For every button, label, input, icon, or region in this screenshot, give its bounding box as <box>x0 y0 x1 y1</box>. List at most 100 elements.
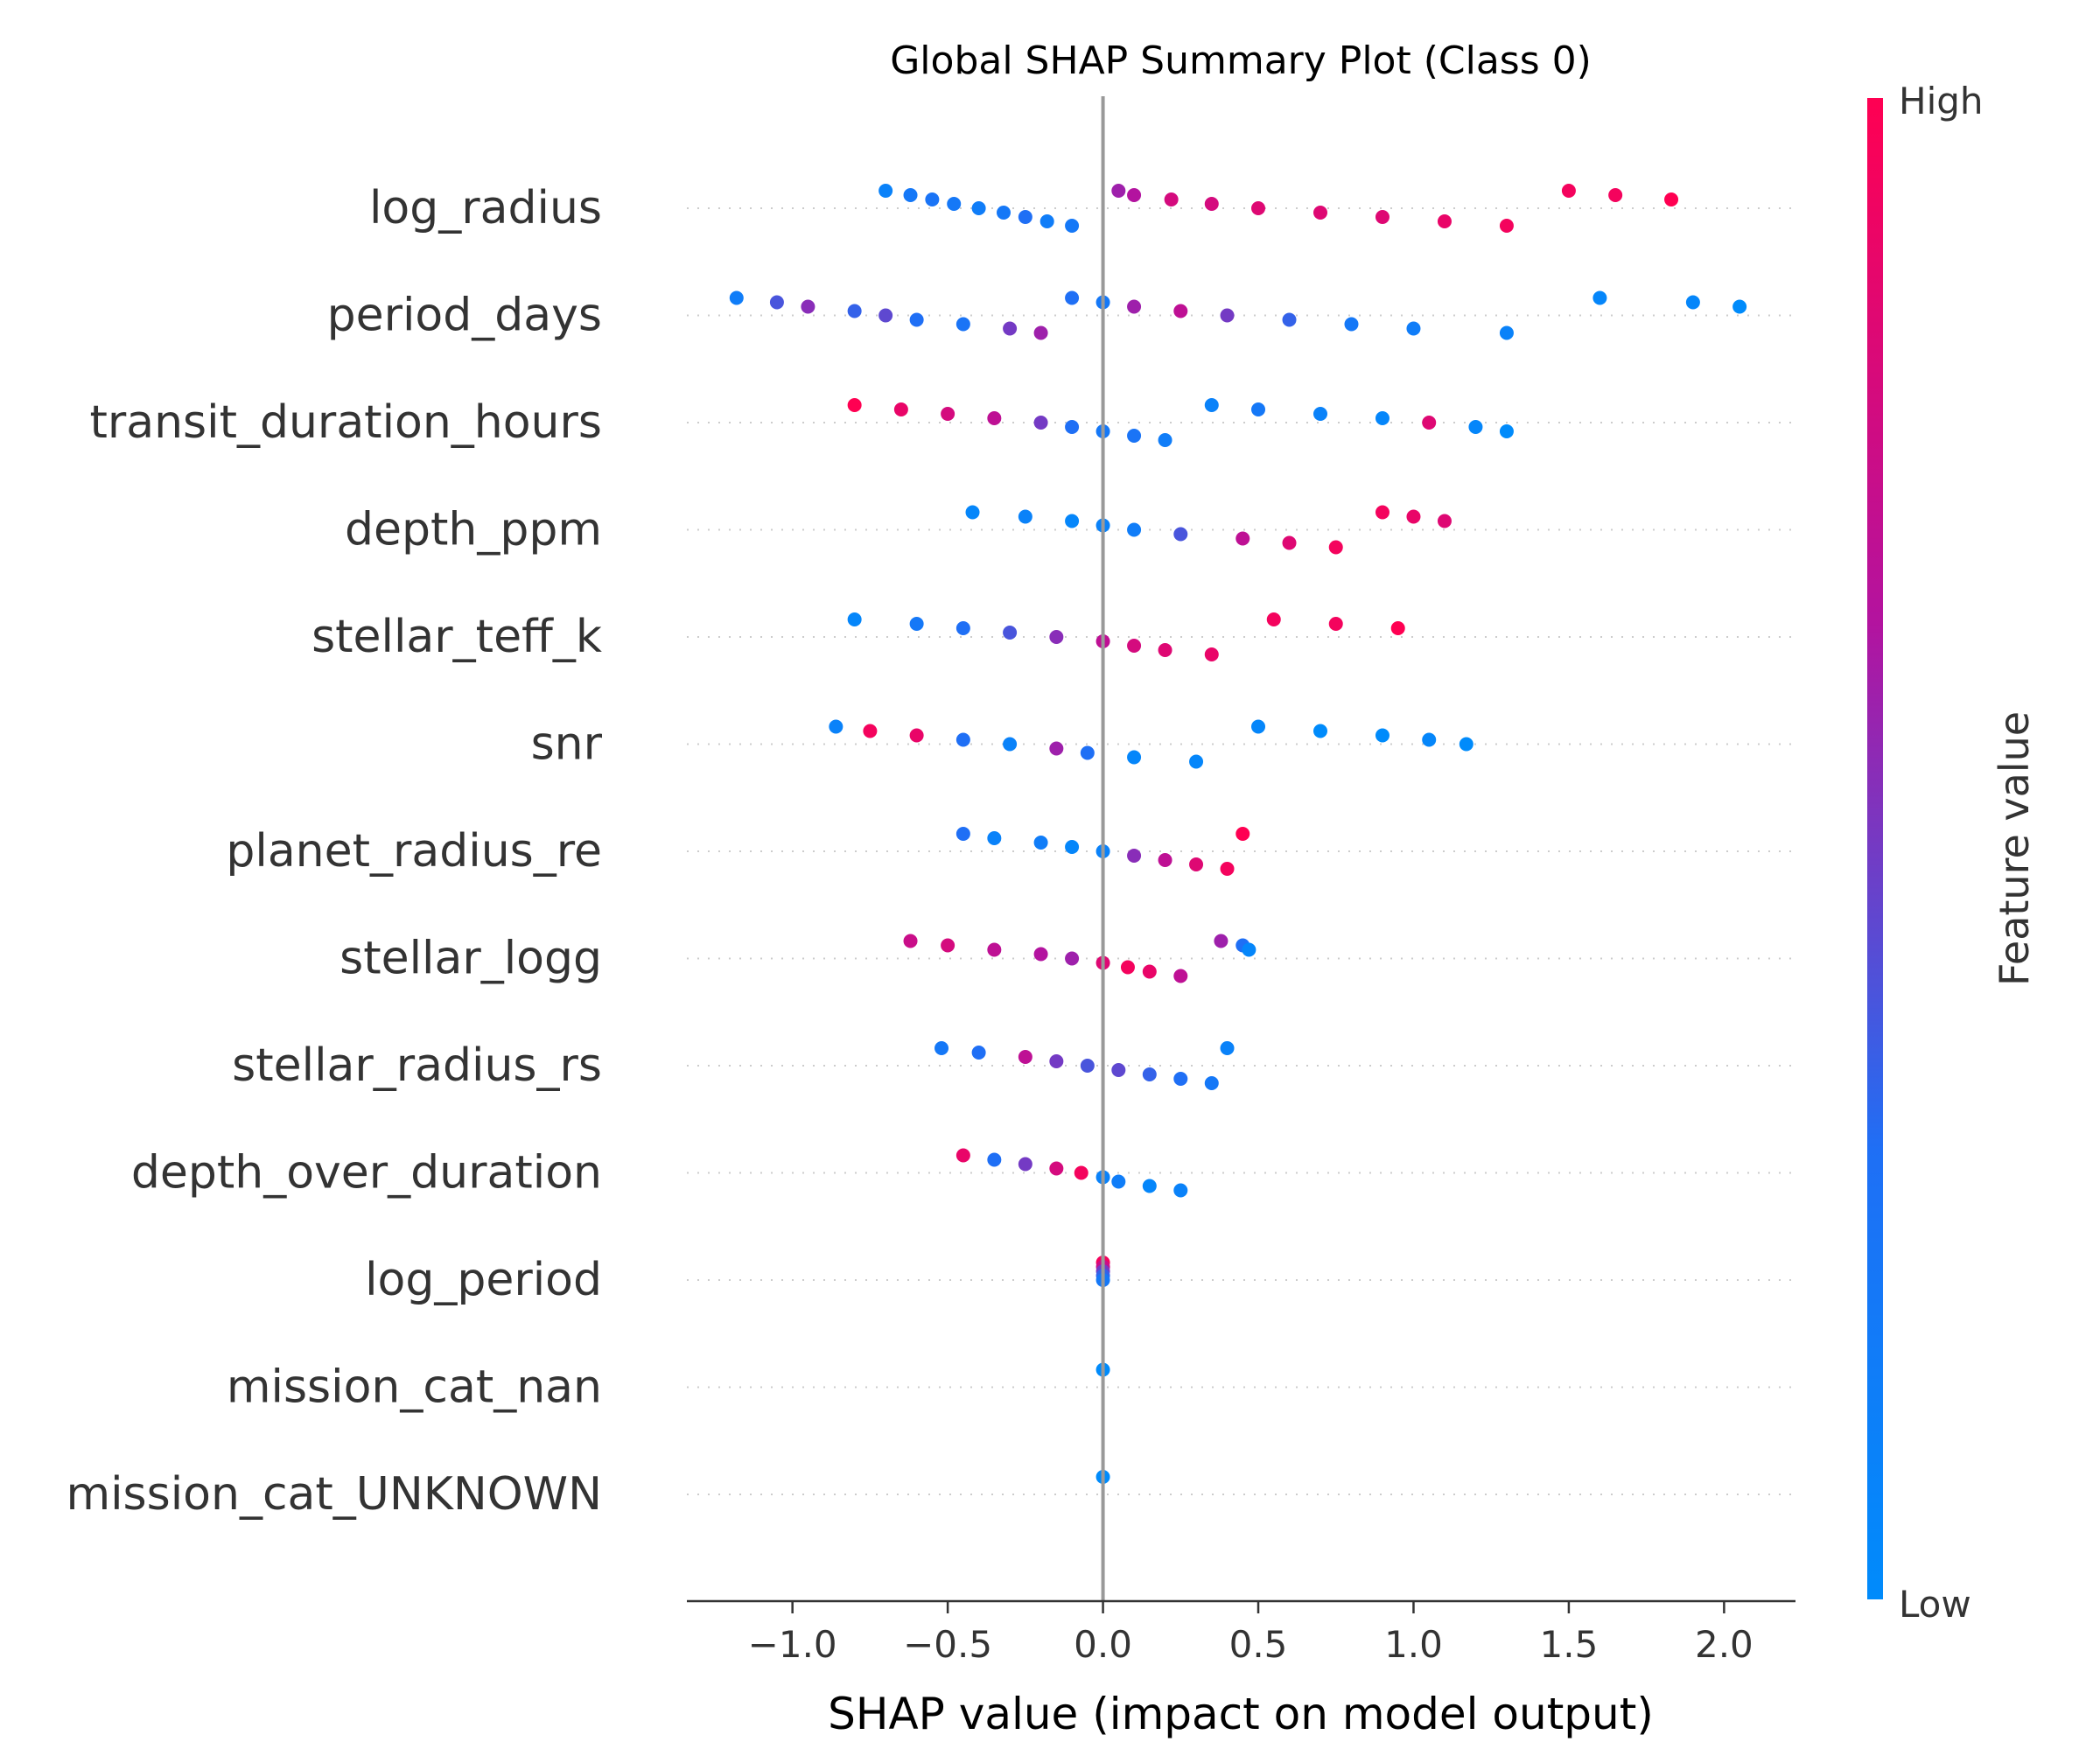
shap-point <box>801 299 816 314</box>
x-tick-label: 0.0 <box>1074 1623 1132 1666</box>
shap-point <box>934 1041 949 1055</box>
x-tick-label: 0.5 <box>1229 1623 1288 1666</box>
shap-point <box>1080 1059 1095 1073</box>
shap-point <box>847 612 862 626</box>
feature-label: snr <box>531 718 603 771</box>
shap-point <box>1406 509 1421 524</box>
shap-point <box>829 719 844 734</box>
colorbar-low-label: Low <box>1899 1583 1971 1626</box>
x-ticks: −1.0 −0.5 0.0 0.5 1.0 1.5 2.0 <box>748 1601 1754 1666</box>
shap-point <box>947 197 962 211</box>
shap-point <box>1437 514 1452 528</box>
feature-rows: log_radius period_days transit_duration_ho… <box>66 182 1796 1521</box>
x-tick-label: −0.5 <box>903 1623 992 1666</box>
feature-label: transit_duration_hours <box>89 396 602 449</box>
shap-point <box>1018 1157 1032 1172</box>
x-tick-label: 1.0 <box>1384 1623 1443 1666</box>
shap-point <box>1065 951 1080 966</box>
feature-label: stellar_logg <box>340 933 602 985</box>
feature-label: log_radius <box>369 182 602 234</box>
shap-point <box>1127 849 1142 863</box>
feature-label: planet_radius_re <box>226 825 602 878</box>
shap-point <box>1033 947 1048 962</box>
shap-point <box>956 1148 970 1163</box>
shap-point <box>1127 299 1142 314</box>
shap-points <box>729 184 1747 1484</box>
shap-point <box>941 407 956 421</box>
shap-point <box>1459 737 1474 752</box>
shap-point <box>1220 1041 1235 1055</box>
shap-point <box>1049 630 1064 644</box>
shap-point <box>1236 827 1250 841</box>
shap-point <box>1158 433 1172 447</box>
shap-point <box>1018 1050 1032 1064</box>
shap-point <box>1251 402 1266 416</box>
shap-point <box>1127 429 1142 443</box>
shap-point <box>1049 1161 1064 1176</box>
feature-label: depth_over_duration <box>131 1147 602 1200</box>
shap-point <box>1158 853 1172 867</box>
shap-point <box>925 192 940 206</box>
shap-point <box>1375 210 1390 224</box>
shap-point <box>1065 420 1080 434</box>
shap-point <box>1127 750 1142 765</box>
shap-point <box>971 1046 986 1060</box>
shap-point <box>1313 206 1327 220</box>
shap-point <box>956 732 970 747</box>
shap-point <box>1111 1174 1126 1189</box>
shap-point <box>1142 1067 1157 1081</box>
shap-point <box>903 934 918 948</box>
feature-label: stellar_radius_rs <box>232 1039 602 1092</box>
feature-label: stellar_teff_k <box>312 611 602 663</box>
shap-point <box>987 1152 1002 1167</box>
shap-point <box>1111 184 1126 198</box>
shap-point <box>1074 1165 1088 1180</box>
shap-point <box>987 831 1002 845</box>
shap-point <box>1189 754 1204 769</box>
shap-point <box>1127 188 1142 202</box>
shap-point <box>1065 219 1080 233</box>
feature-label: mission_cat_nan <box>227 1361 602 1414</box>
shap-point <box>1422 416 1437 430</box>
shap-point <box>1204 647 1219 661</box>
shap-point <box>1313 407 1327 421</box>
colorbar: High Low Feature value <box>1867 80 2038 1626</box>
shap-point <box>1173 304 1188 318</box>
shap-point <box>1065 290 1080 305</box>
shap-point <box>1561 184 1576 198</box>
shap-point <box>987 411 1002 425</box>
shap-point <box>1685 295 1700 310</box>
shap-point <box>1422 732 1437 747</box>
shap-point <box>1003 321 1018 336</box>
feature-label: log_period <box>365 1254 602 1306</box>
shap-point <box>1049 741 1064 756</box>
shap-point <box>1111 1063 1126 1077</box>
x-tick-label: 1.5 <box>1540 1623 1599 1666</box>
shap-point <box>956 317 970 332</box>
shap-point <box>1282 312 1297 327</box>
shap-point <box>1499 219 1514 233</box>
colorbar-gradient <box>1867 98 1883 1599</box>
shap-point <box>1173 527 1188 542</box>
shap-point <box>1142 1179 1157 1193</box>
shap-point <box>971 201 986 215</box>
shap-point <box>965 505 980 520</box>
shap-point <box>878 308 893 323</box>
shap-point <box>1251 201 1266 215</box>
shap-point <box>1499 424 1514 438</box>
shap-point <box>729 290 744 305</box>
shap-point <box>1065 840 1080 854</box>
shap-point <box>1120 960 1135 975</box>
shap-point <box>909 728 924 743</box>
shap-point <box>893 402 908 416</box>
shap-point <box>1499 325 1514 340</box>
shap-point <box>1344 317 1359 332</box>
x-tick-label: −1.0 <box>748 1623 837 1666</box>
shap-point <box>1033 325 1048 340</box>
shap-point <box>909 312 924 327</box>
shap-point <box>1049 1054 1064 1068</box>
shap-point <box>1173 1072 1188 1086</box>
shap-point <box>1142 964 1157 979</box>
